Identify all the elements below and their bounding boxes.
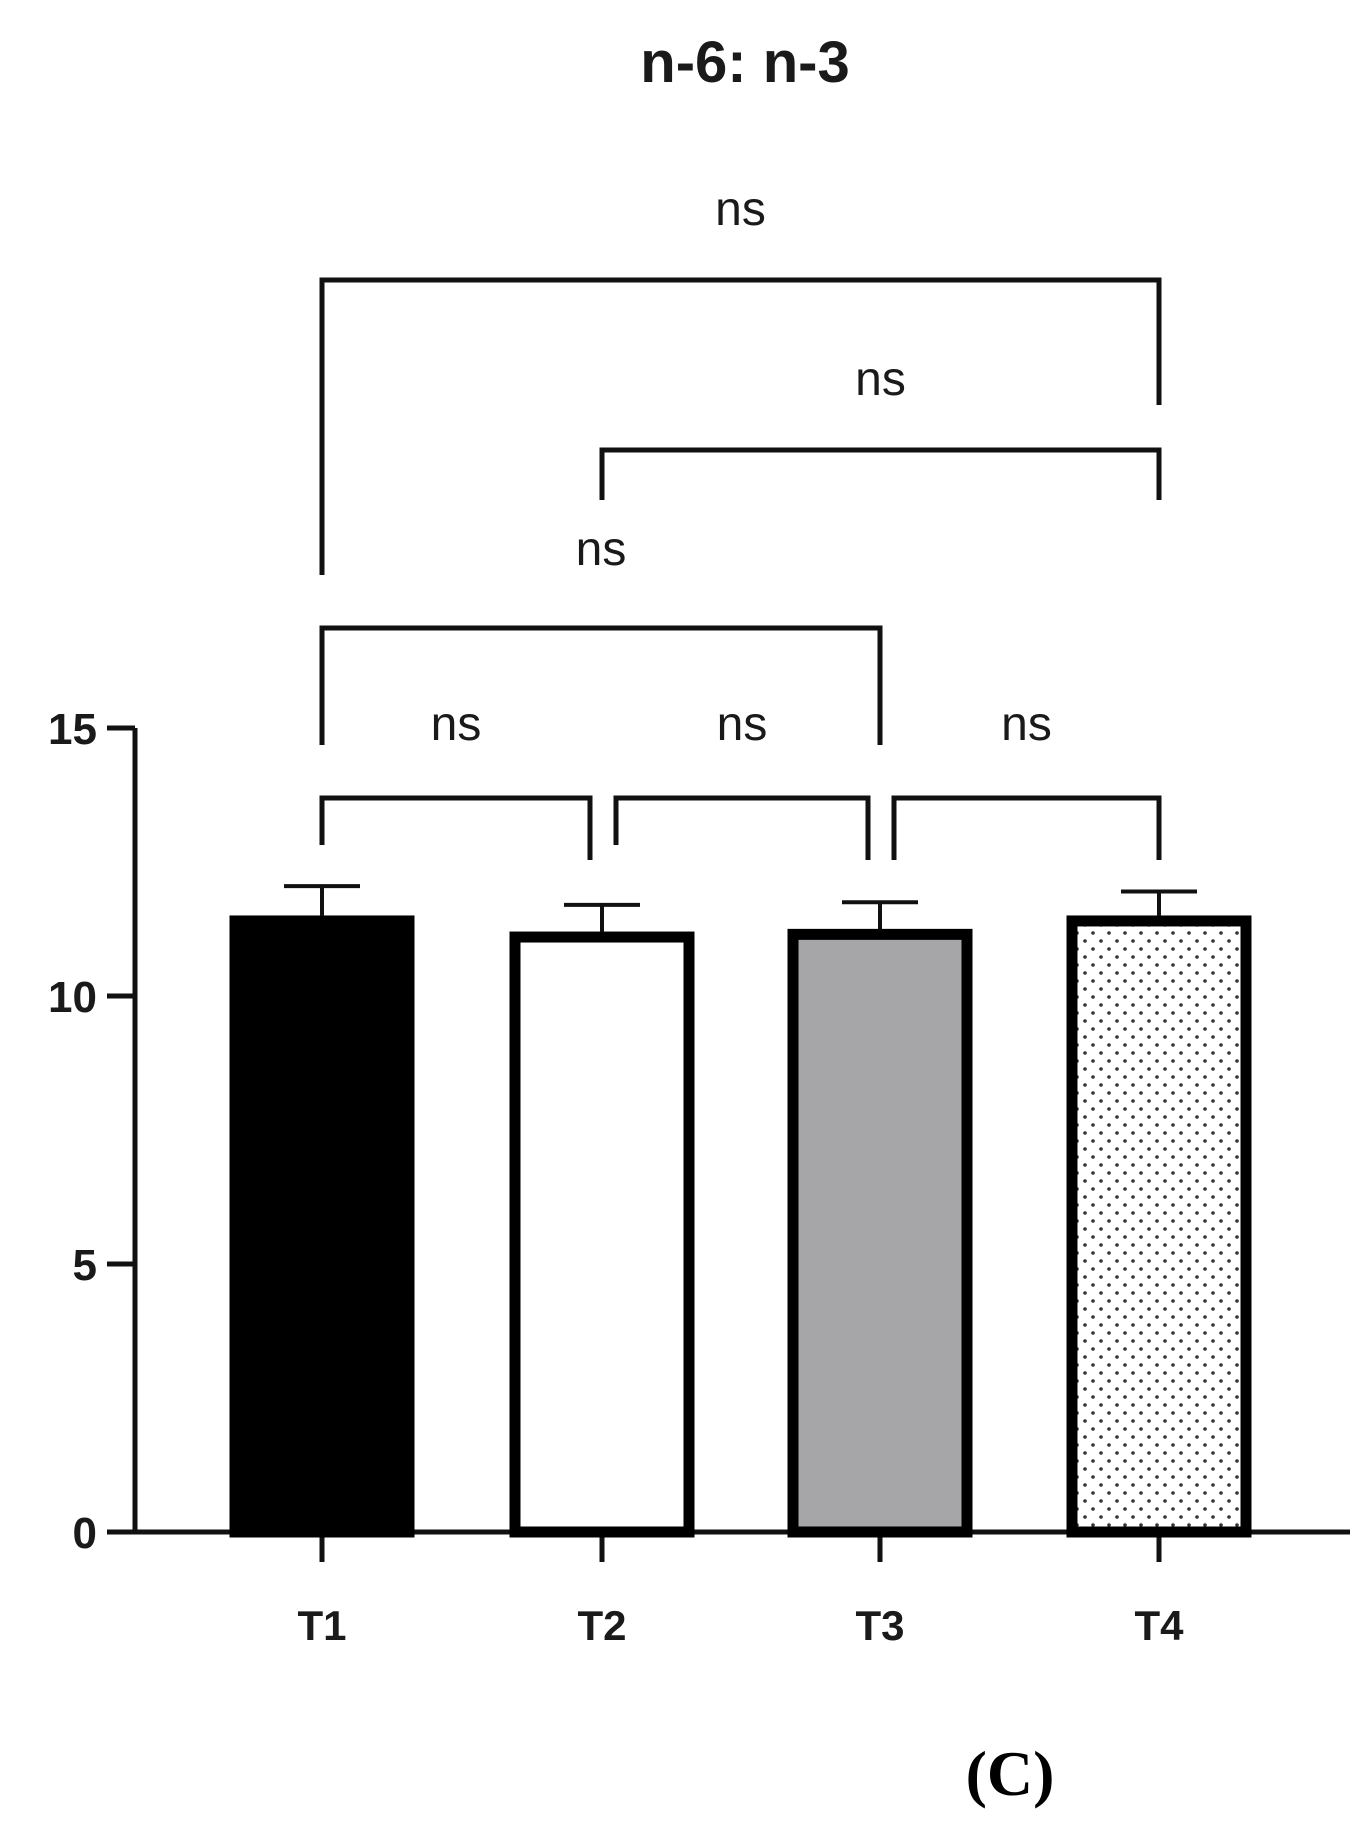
bracket-label-T2-T4: ns — [855, 353, 906, 406]
bracket-label-T2-T3: ns — [717, 698, 768, 751]
x-tick-label: T2 — [577, 1602, 626, 1649]
panel-label: (C) — [966, 1738, 1055, 1809]
chart-title: n-6: n-3 — [640, 30, 849, 95]
bracket-T1-T4 — [322, 280, 1159, 575]
y-tick-label: 15 — [48, 705, 97, 754]
bracket-T1-T2 — [322, 798, 590, 860]
bracket-T3-T4 — [894, 798, 1159, 860]
bar-T2 — [515, 937, 689, 1532]
bar-T3 — [793, 934, 967, 1532]
error-bars — [284, 886, 1197, 932]
bars — [235, 921, 1246, 1532]
bracket-label-T3-T4: ns — [1001, 698, 1052, 751]
x-tick-label: T3 — [855, 1602, 904, 1649]
x-tick-label: T1 — [297, 1602, 346, 1649]
x-tick-label: T4 — [1134, 1602, 1184, 1649]
bar-T1 — [235, 921, 409, 1532]
y-tick-label: 5 — [73, 1241, 97, 1290]
y-tick-label: 10 — [48, 973, 97, 1022]
bracket-label-T1-T2: ns — [431, 698, 482, 751]
bar-T4 — [1072, 921, 1246, 1532]
bracket-T1-T3 — [322, 628, 880, 745]
bracket-label-T1-T3: ns — [576, 523, 627, 576]
bracket-T2-T3 — [616, 798, 868, 860]
bracket-label-T1-T4: ns — [715, 183, 766, 236]
significance-brackets: ns ns ns ns ns ns — [322, 183, 1159, 860]
y-tick-label: 0 — [73, 1509, 97, 1558]
bracket-T2-T4 — [602, 450, 1159, 500]
